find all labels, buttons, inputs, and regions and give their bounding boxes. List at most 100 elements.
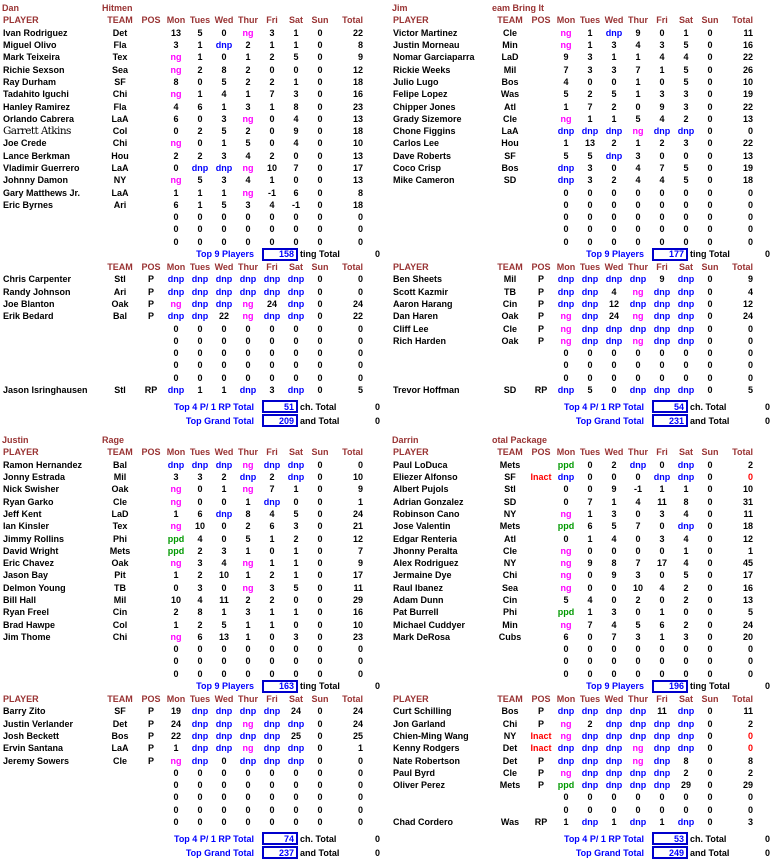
cell-total[interactable]: 0 xyxy=(357,668,363,679)
cell-pos[interactable]: Inact xyxy=(530,730,552,741)
owner-name[interactable]: Darrin xyxy=(392,435,419,446)
cell-day[interactable]: 0 xyxy=(587,631,593,642)
cell-team[interactable]: Det xyxy=(502,743,518,754)
cell-day[interactable]: 0 xyxy=(197,335,203,346)
cell-pos[interactable]: RP xyxy=(534,817,548,828)
cell-player[interactable]: Vladimir Guerrero xyxy=(3,163,80,173)
cell-day[interactable]: 2 xyxy=(173,607,179,618)
cell-day[interactable]: 0 xyxy=(197,224,203,235)
cell-day[interactable]: 6 xyxy=(563,631,569,642)
cell-day[interactable]: 0 xyxy=(269,126,275,137)
cell-pos[interactable]: P xyxy=(147,298,154,309)
cell-team[interactable]: Oak xyxy=(111,298,129,309)
cell-day[interactable]: dnp xyxy=(215,40,233,51)
cell-day[interactable]: 1 xyxy=(173,508,179,519)
cell-day[interactable]: 4 xyxy=(611,533,617,544)
cell-day[interactable]: 0 xyxy=(221,360,227,371)
cell-day[interactable]: dnp xyxy=(191,459,209,470)
cell-team[interactable]: Chi xyxy=(502,570,518,581)
cell-day[interactable]: 0 xyxy=(587,484,593,495)
cell-day[interactable]: 1 xyxy=(293,76,299,87)
cell-day[interactable]: dnp xyxy=(629,780,647,791)
cell-total[interactable]: 22 xyxy=(352,311,363,322)
cell-day[interactable]: 5 xyxy=(587,385,593,396)
cell-day[interactable]: 4 xyxy=(293,113,299,124)
cell-day[interactable]: 5 xyxy=(587,150,593,161)
cell-day[interactable]: 0 xyxy=(197,113,203,124)
cell-player[interactable]: Adrian Gonzalez xyxy=(393,496,464,507)
cell-player[interactable]: Jeff Kent xyxy=(3,508,42,519)
cell-pos[interactable]: P xyxy=(537,706,544,717)
col-header-team[interactable]: TEAM xyxy=(107,694,133,705)
cell-day[interactable]: 10 xyxy=(170,595,181,605)
cell-total[interactable]: 10 xyxy=(742,76,753,87)
cell-total[interactable]: 0 xyxy=(357,459,363,470)
cell-day[interactable]: 2 xyxy=(293,533,299,544)
cell-day[interactable]: 0 xyxy=(197,484,203,495)
cell-day[interactable]: dnp xyxy=(653,335,671,346)
cell-day[interactable]: 7 xyxy=(269,484,275,495)
cell-day[interactable]: 0 xyxy=(659,644,665,655)
cell-day[interactable]: dnp xyxy=(167,311,185,322)
cell-day[interactable]: 0 xyxy=(587,199,593,210)
cell-day[interactable]: 0 xyxy=(317,348,323,359)
cell-player[interactable]: Paul Byrd xyxy=(393,767,436,778)
cell-day[interactable]: 5 xyxy=(293,52,299,63)
cell-day[interactable]: dnp xyxy=(581,730,599,741)
cell-day[interactable]: 0 xyxy=(317,286,323,297)
total-right-value[interactable]: 0 xyxy=(374,249,380,260)
cell-player[interactable]: Miguel Olivo xyxy=(3,40,57,51)
col-header-total[interactable]: Total xyxy=(732,694,753,705)
cell-day[interactable]: 0 xyxy=(707,767,713,778)
cell-day[interactable]: 1 xyxy=(635,52,641,63)
cell-day[interactable]: 0 xyxy=(659,804,665,815)
cell-total[interactable]: 22 xyxy=(352,27,363,38)
cell-total[interactable]: 11 xyxy=(743,508,753,519)
cell-day[interactable]: dnp xyxy=(581,767,599,778)
cell-day[interactable]: 5 xyxy=(245,533,251,544)
col-header-day[interactable]: Wed xyxy=(604,694,624,705)
cell-total[interactable]: 0 xyxy=(747,212,753,223)
cell-day[interactable]: 1 xyxy=(269,101,275,112)
col-header-day[interactable]: Tues xyxy=(579,262,601,273)
cell-day[interactable]: 1 xyxy=(563,138,569,149)
col-header-day[interactable]: Fri xyxy=(266,694,278,705)
cell-team[interactable]: NY xyxy=(503,508,517,519)
cell-day[interactable]: 0 xyxy=(293,595,299,605)
cell-day[interactable]: 7 xyxy=(293,163,299,173)
cell-day[interactable]: 0 xyxy=(563,187,569,198)
cell-day[interactable]: dnp xyxy=(263,706,281,717)
col-header-team[interactable]: TEAM xyxy=(497,447,523,458)
col-header-day[interactable]: Fri xyxy=(656,262,668,273)
cell-day[interactable]: 0 xyxy=(245,323,251,334)
cell-day[interactable]: 1 xyxy=(635,76,641,87)
cell-day[interactable]: 0 xyxy=(587,348,593,359)
col-header-day[interactable]: Fri xyxy=(266,262,278,273)
cell-total[interactable]: 23 xyxy=(352,101,363,112)
cell-total[interactable]: 31 xyxy=(742,496,753,507)
cell-day[interactable]: dnp xyxy=(677,311,695,322)
cell-day[interactable]: 5 xyxy=(611,89,617,100)
cell-total[interactable]: 0 xyxy=(357,323,363,334)
cell-day[interactable]: 0 xyxy=(317,718,323,729)
col-header-day[interactable]: Thur xyxy=(238,15,258,26)
col-header-day[interactable]: Mon xyxy=(166,262,186,273)
cell-day[interactable]: 1 xyxy=(587,113,593,124)
cell-day[interactable]: 0 xyxy=(245,372,251,383)
cell-day[interactable]: 3 xyxy=(611,607,617,618)
cell-day[interactable]: 0 xyxy=(707,286,713,297)
cell-day[interactable]: 0 xyxy=(317,644,323,655)
cell-player[interactable]: Jeremy Sowers xyxy=(3,755,70,766)
cell-day[interactable]: 0 xyxy=(659,372,665,383)
cell-player[interactable]: Curt Schilling xyxy=(393,706,452,717)
cell-team[interactable]: LaA xyxy=(111,743,129,754)
cell-day[interactable]: 5 xyxy=(293,508,299,519)
cell-day[interactable]: 4 xyxy=(683,533,689,544)
cell-day[interactable]: dnp xyxy=(629,767,647,778)
cell-day[interactable]: 0 xyxy=(317,582,323,593)
cell-team[interactable]: SD xyxy=(503,496,517,507)
cell-day[interactable]: 0 xyxy=(683,372,689,383)
cell-day[interactable]: 7 xyxy=(269,89,275,100)
cell-total[interactable]: 0 xyxy=(357,372,363,383)
col-header-day[interactable]: Fri xyxy=(266,447,278,458)
